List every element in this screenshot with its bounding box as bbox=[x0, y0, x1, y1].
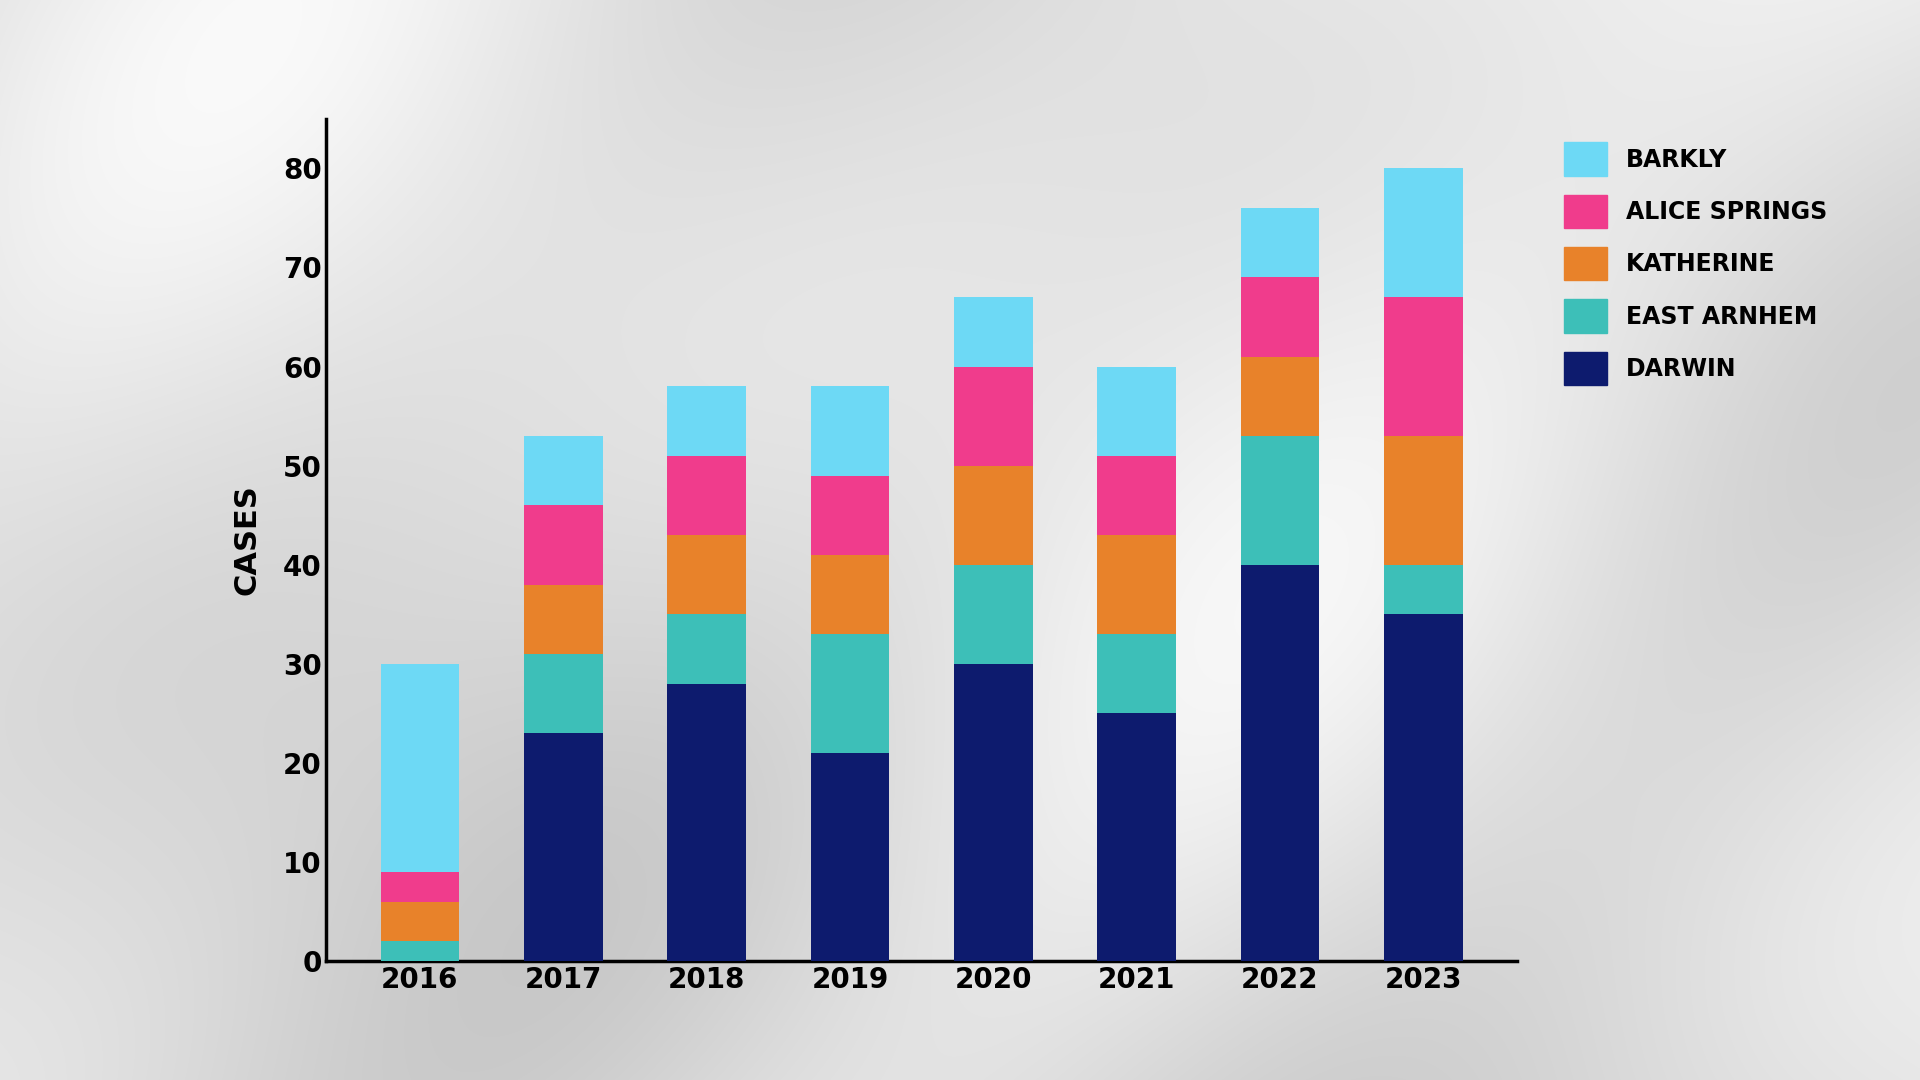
Bar bbox=[810, 634, 889, 753]
Bar bbox=[524, 733, 603, 961]
Bar bbox=[810, 555, 889, 634]
Legend: BARKLY, ALICE SPRINGS, KATHERINE, EAST ARNHEM, DARWIN: BARKLY, ALICE SPRINGS, KATHERINE, EAST A… bbox=[1553, 131, 1839, 396]
Bar bbox=[954, 297, 1033, 366]
Bar bbox=[1384, 436, 1463, 565]
Bar bbox=[1096, 535, 1177, 634]
Bar bbox=[380, 664, 459, 872]
Y-axis label: CASES: CASES bbox=[232, 485, 261, 595]
Bar bbox=[810, 753, 889, 961]
Bar bbox=[1096, 634, 1177, 714]
Bar bbox=[954, 465, 1033, 565]
Bar bbox=[380, 872, 459, 902]
Bar bbox=[666, 684, 747, 961]
Bar bbox=[666, 387, 747, 456]
Bar bbox=[954, 565, 1033, 664]
Bar bbox=[1096, 714, 1177, 961]
Bar bbox=[954, 366, 1033, 465]
Bar bbox=[1240, 565, 1319, 961]
Bar bbox=[1240, 436, 1319, 565]
Bar bbox=[1384, 168, 1463, 297]
Bar bbox=[1096, 456, 1177, 535]
Bar bbox=[524, 505, 603, 584]
Bar bbox=[524, 436, 603, 505]
Bar bbox=[380, 942, 459, 961]
Bar bbox=[380, 902, 459, 942]
Bar bbox=[524, 584, 603, 654]
Bar bbox=[666, 535, 747, 615]
Bar bbox=[1384, 615, 1463, 961]
Bar bbox=[810, 475, 889, 555]
Bar bbox=[954, 664, 1033, 961]
Bar bbox=[1096, 366, 1177, 456]
Bar bbox=[666, 456, 747, 535]
Bar bbox=[1240, 278, 1319, 356]
Bar bbox=[1384, 565, 1463, 615]
Bar bbox=[1240, 356, 1319, 436]
Bar bbox=[810, 387, 889, 475]
Bar bbox=[1240, 208, 1319, 278]
Bar bbox=[524, 654, 603, 733]
Bar bbox=[666, 615, 747, 684]
Bar bbox=[1384, 297, 1463, 436]
